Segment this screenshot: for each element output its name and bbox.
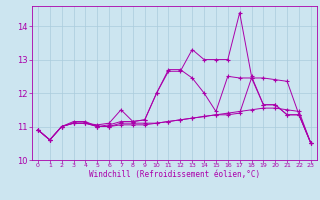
X-axis label: Windchill (Refroidissement éolien,°C): Windchill (Refroidissement éolien,°C) <box>89 170 260 179</box>
